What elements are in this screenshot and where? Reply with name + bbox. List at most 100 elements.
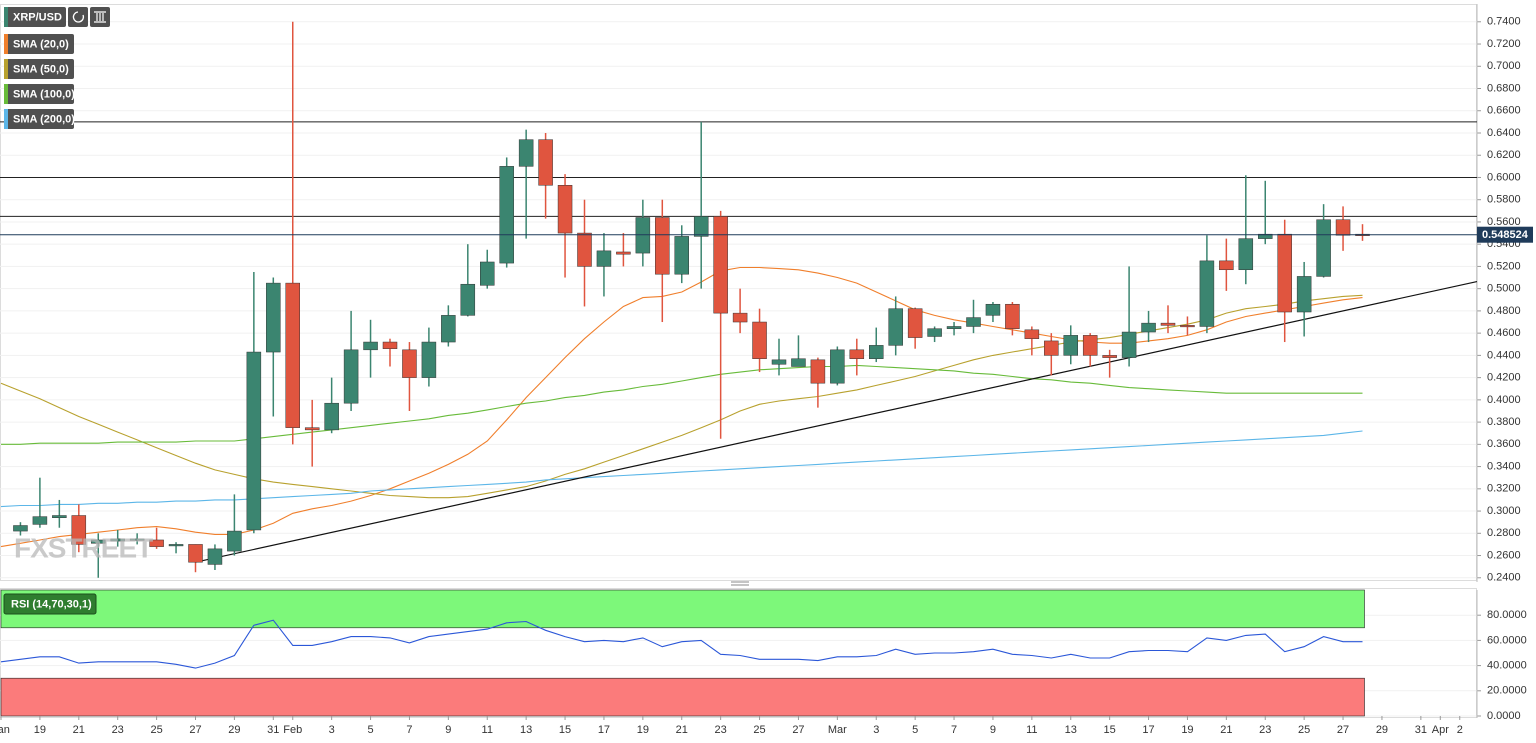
sma-legend: SMA (20,0) SMA (50,0) SMA (100,0) SMA (200,… — [4, 34, 75, 129]
x-tick-label: 15 — [1104, 724, 1116, 736]
candle-body — [1044, 340, 1059, 356]
candle-body — [441, 315, 456, 343]
y-tick-label: 0.5600 — [1487, 216, 1521, 228]
y-tick-label: 0.7400 — [1487, 16, 1521, 28]
candle-body — [1180, 325, 1195, 328]
candle-body — [1102, 355, 1117, 358]
candle-body — [1063, 335, 1078, 356]
y-tick-label: 0.4000 — [1487, 394, 1521, 406]
candle-body — [1024, 329, 1040, 339]
candle-body — [577, 232, 592, 267]
settings-icon — [94, 11, 106, 23]
candle-body — [596, 250, 612, 267]
candle-body — [91, 539, 106, 544]
series-line — [1, 364, 1363, 445]
candle-body — [888, 308, 903, 346]
candle-body — [1199, 260, 1215, 327]
last-price-label: 0.548524 — [1482, 229, 1529, 241]
candle-body — [1335, 219, 1351, 236]
y-tick-label: 0.6200 — [1487, 149, 1521, 161]
legend-swatch — [4, 7, 8, 27]
candle-body — [966, 317, 981, 327]
x-tick-label: 9 — [990, 724, 996, 736]
legend-swatch — [4, 59, 8, 79]
x-tick-label: 19 — [1181, 724, 1193, 736]
y-tick-label: 0.3000 — [1487, 505, 1521, 517]
x-tick-label: 31 — [267, 724, 279, 736]
x-tick-label: 17 — [1142, 724, 1154, 736]
x-tick-label: 3 — [329, 724, 335, 736]
candle-body — [713, 216, 728, 314]
refresh-button[interactable] — [68, 7, 88, 27]
candle-body — [499, 166, 514, 264]
candle-body — [13, 525, 28, 532]
legend-label: SMA (50,0) — [13, 63, 69, 75]
x-tick-label: 21 — [73, 724, 85, 736]
legend-title: XRP/USD — [13, 11, 62, 23]
candle-body — [1296, 276, 1312, 313]
candle-body — [168, 544, 184, 547]
x-tick-label: 17 — [598, 724, 610, 736]
candle-body — [460, 283, 476, 316]
x-tick-label: 25 — [150, 724, 162, 736]
candle-body — [1141, 322, 1156, 333]
y-tick-label: 0.6000 — [1487, 171, 1521, 183]
y-tick-label: 0.4200 — [1487, 372, 1521, 384]
y-tick-label: 0.6400 — [1487, 127, 1521, 139]
y-tick-label: 0.5800 — [1487, 194, 1521, 206]
candle-body — [616, 251, 631, 255]
candle-body — [304, 427, 320, 431]
legend-box — [3, 593, 97, 615]
candle-body — [907, 308, 923, 338]
candle-body — [421, 341, 437, 378]
candle-body — [71, 515, 87, 545]
y-tick-label: 80.0000 — [1487, 609, 1527, 621]
candle-body — [830, 349, 845, 384]
candle-body — [343, 349, 359, 404]
candle-body — [849, 349, 865, 359]
y-tick-label: 0.4400 — [1487, 349, 1521, 361]
candle-body — [635, 217, 651, 254]
candle-body — [869, 345, 884, 359]
candle-body — [324, 402, 339, 431]
candle-body — [791, 358, 806, 367]
candle-body — [266, 282, 281, 353]
y-tick-label: 0.3800 — [1487, 416, 1521, 428]
candle-body — [518, 139, 534, 167]
candle-body — [1238, 238, 1254, 271]
legend-label: SMA (100,0) — [13, 88, 75, 100]
panel-divider[interactable] — [731, 581, 749, 586]
y-tick-label: 0.3200 — [1487, 483, 1521, 495]
candle-body — [246, 351, 262, 531]
watermark: FXSTREET — [14, 532, 153, 563]
candle-body — [1316, 219, 1331, 277]
y-tick-label: 0.6800 — [1487, 82, 1521, 94]
x-tick-label: 31 — [1415, 724, 1427, 736]
x-tick-label: 23 — [715, 724, 727, 736]
y-tick-label: 60.0000 — [1487, 634, 1527, 646]
x-tick-label: 13 — [1065, 724, 1077, 736]
x-tick-label: 29 — [228, 724, 240, 736]
candle-body — [382, 341, 398, 349]
x-tick-label: 7 — [406, 724, 412, 736]
candle-body — [1160, 322, 1176, 326]
legend-box — [4, 84, 74, 104]
candle-body — [752, 321, 767, 359]
candle-body — [480, 261, 495, 286]
x-tick-label: 3 — [873, 724, 879, 736]
candle-body — [1219, 260, 1234, 271]
x-tick-label: 23 — [1259, 724, 1271, 736]
x-tick-label: 5 — [367, 724, 373, 736]
y-tick-label: 40.0000 — [1487, 660, 1527, 672]
candle-body — [207, 548, 223, 565]
y-tick-label: 0.6600 — [1487, 105, 1521, 117]
candle-body — [1277, 233, 1292, 313]
rsi-zone — [0, 589, 1365, 629]
candle-body — [110, 538, 125, 542]
refresh-icon — [72, 11, 85, 23]
legend-label: SMA (200,0) — [13, 113, 75, 125]
candle-body — [693, 216, 709, 237]
candle-body — [1005, 303, 1020, 329]
legend-box — [4, 59, 74, 79]
x-tick-label: 19 — [34, 724, 46, 736]
